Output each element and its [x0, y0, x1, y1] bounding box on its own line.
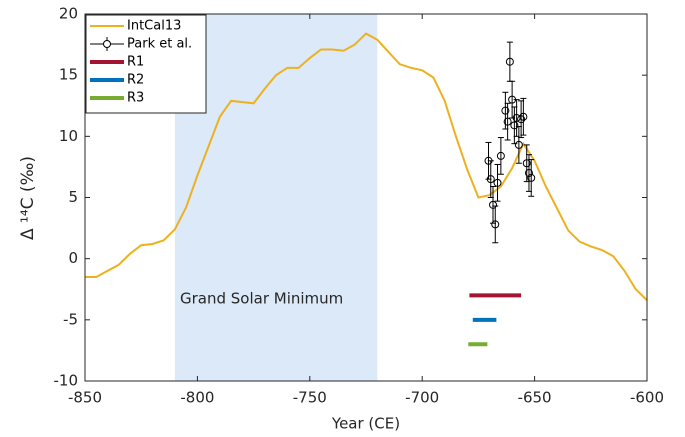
legend-label: Park et al. — [127, 37, 192, 52]
y-tick-label: -5 — [63, 310, 78, 328]
y-tick-label: 0 — [68, 249, 78, 267]
legend-label: R1 — [127, 55, 144, 70]
data-point — [503, 117, 512, 126]
data-point — [514, 140, 523, 149]
data-point — [501, 106, 510, 115]
data-point — [519, 112, 528, 121]
legend-label: R2 — [127, 73, 144, 88]
data-point — [522, 159, 531, 168]
x-tick-label: -650 — [518, 389, 552, 407]
legend: IntCal13 Park et al. R1 R2 R3 — [85, 14, 207, 114]
y-tick-label: 20 — [59, 5, 78, 23]
data-point — [496, 151, 505, 160]
data-point — [489, 200, 498, 209]
y-tick-label: 15 — [59, 66, 78, 84]
x-tick-label: -600 — [630, 389, 664, 407]
y-tick-label: 10 — [59, 127, 78, 145]
y-tick-label: 5 — [68, 188, 78, 206]
data-point — [505, 57, 514, 66]
data-point — [484, 156, 493, 165]
data-point — [486, 175, 495, 184]
plot-area — [85, 32, 648, 347]
legend-label: IntCal13 — [127, 19, 181, 34]
data-point — [508, 95, 517, 104]
axes-frame — [84, 13, 648, 382]
data-point — [491, 220, 500, 229]
data-line — [85, 32, 648, 301]
x-tick-label: -750 — [293, 389, 327, 407]
x-tick-label: -850 — [68, 389, 102, 407]
legend-swatch — [103, 40, 111, 48]
legend-label: R3 — [127, 91, 144, 106]
x-tick-label: -700 — [405, 389, 439, 407]
annotation: Grand Solar Minimum — [180, 290, 343, 308]
x-tick-label: -800 — [180, 389, 214, 407]
data-point — [493, 178, 502, 187]
y-tick-label: -10 — [54, 372, 79, 390]
data-point — [517, 115, 526, 124]
x-axis-label: Year (CE) — [331, 415, 400, 433]
data-point — [510, 121, 519, 130]
data-point — [527, 173, 536, 182]
data-point — [524, 169, 533, 178]
y-axis-label: Δ ¹⁴C (‰) — [18, 156, 38, 240]
